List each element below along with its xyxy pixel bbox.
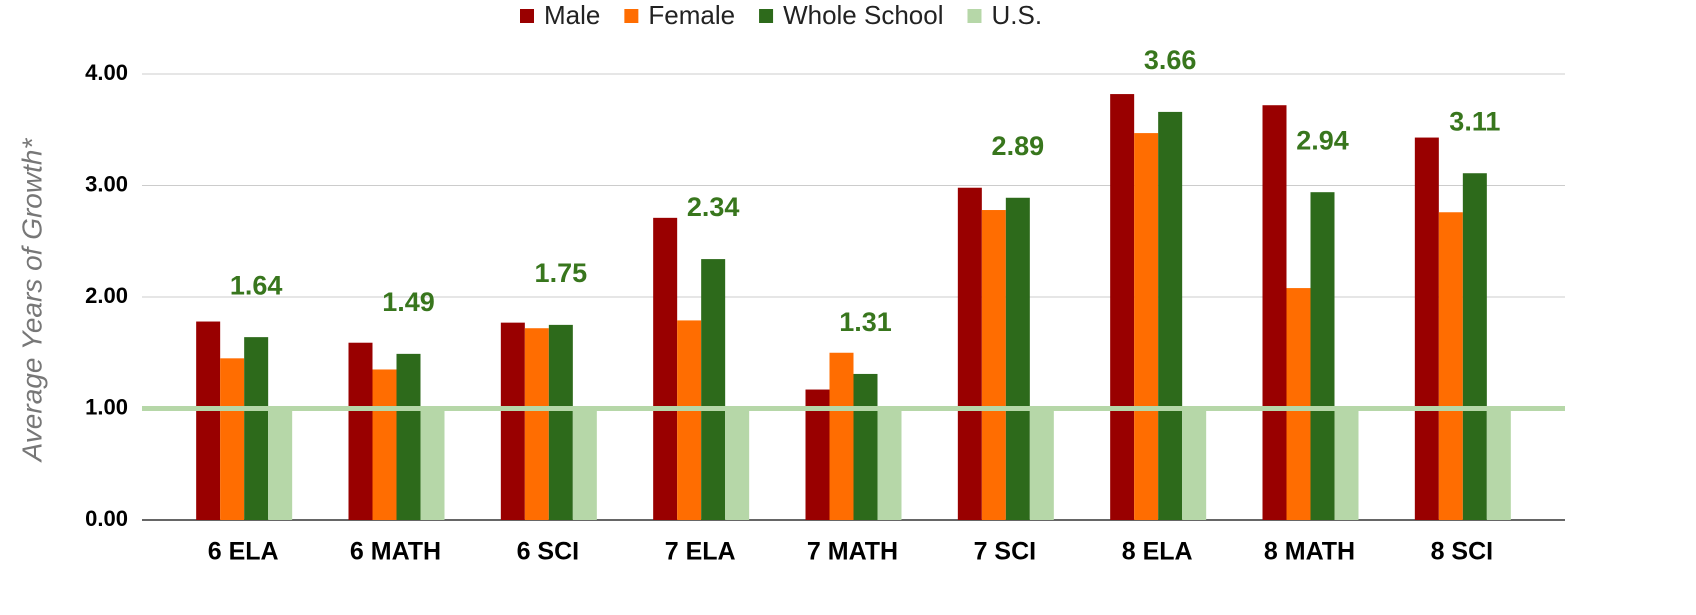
bar [701,259,726,520]
bar [372,369,397,520]
legend-label: Female [648,0,735,30]
bar [572,408,597,520]
bar [1286,288,1311,520]
x-tick-label: 7 ELA [665,538,736,566]
bar [1158,111,1183,520]
x-tick-label: 8 MATH [1264,538,1355,566]
bar [805,389,830,520]
bar [348,342,373,520]
bar [196,321,221,520]
data-label: 2.34 [687,192,740,222]
bar [268,408,293,520]
y-tick-label: 0.00 [85,506,128,531]
data-label: 1.31 [839,307,892,337]
data-label: 3.11 [1449,106,1500,136]
y-tick-label: 2.00 [85,283,128,308]
bar [1262,105,1287,520]
bar [1029,408,1054,520]
bar [220,358,245,520]
data-label: 1.75 [535,258,588,288]
bar [244,337,269,520]
x-tick-label: 7 MATH [807,538,898,566]
bar [957,187,982,521]
bar [877,408,902,520]
bar [1182,408,1207,520]
bar [1414,137,1439,520]
bar [500,322,525,520]
x-tick-label: 6 MATH [350,538,441,566]
bar [725,408,750,520]
data-label: 2.94 [1296,125,1349,155]
legend-swatch [624,9,639,23]
data-label: 2.89 [992,131,1045,161]
bar [420,408,445,520]
bar [1005,197,1030,520]
bar [1334,408,1359,520]
bar [853,373,878,520]
data-label: 1.64 [230,270,283,300]
bar [1310,192,1335,520]
bar [548,324,573,520]
bar [1462,173,1487,521]
x-tick-label: 7 SCI [974,538,1037,566]
bar [981,210,1006,520]
x-tick-label: 6 ELA [208,538,279,566]
legend-label: Male [544,0,600,30]
legend-swatch [520,9,534,23]
y-tick-label: 1.00 [85,394,128,419]
bar [396,353,421,520]
x-tick-label: 6 SCI [517,538,580,566]
bar [829,352,854,520]
y-axis-title: Average Years of Growth* [16,138,47,464]
data-label: 3.66 [1144,45,1197,75]
bar [1486,408,1511,520]
bar [1110,94,1135,520]
bar [1438,212,1463,520]
bar [1134,133,1159,520]
legend-swatch [967,9,982,23]
y-tick-label: 3.00 [85,171,128,196]
bar [677,320,702,520]
y-tick-label: 4.00 [85,60,128,85]
x-tick-label: 8 SCI [1431,538,1494,566]
bar [524,328,549,520]
legend-swatch [759,9,774,23]
x-tick-label: 8 ELA [1122,538,1193,566]
data-label: 1.49 [382,287,435,317]
legend-label: U.S. [991,0,1042,30]
legend-label: Whole School [783,0,943,30]
bar [653,217,678,520]
